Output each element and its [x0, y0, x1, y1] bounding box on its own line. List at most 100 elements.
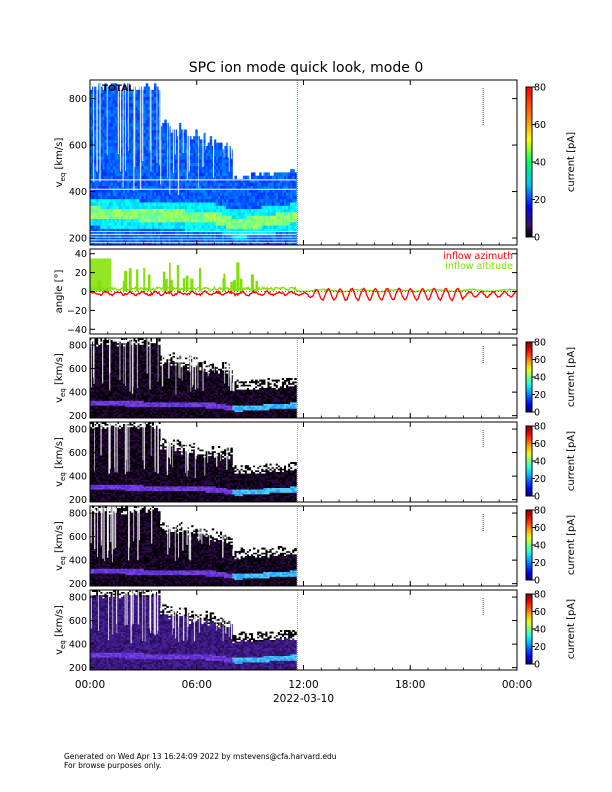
colorbar-tick-label: 40: [534, 625, 546, 636]
y-tick-label: 800: [69, 94, 87, 105]
y-tick-label: 200: [69, 495, 87, 506]
x-tick-label: 06:00: [182, 679, 212, 691]
angle-panel: −40 −20 0 20 40 angle [°] inflow azimuthinflow…: [54, 248, 518, 336]
colorbar-tick-label: 60: [534, 439, 546, 450]
y-tick-label: 600: [69, 616, 87, 627]
y-tick-label: 600: [69, 141, 87, 152]
legend-inflow-altitude: inflow altitude: [445, 261, 513, 272]
colorbar-tick-label: 40: [534, 373, 546, 384]
footer-note: For browse purposes only.: [64, 761, 162, 770]
colorbar-tick-label: 60: [534, 523, 546, 534]
y-tick-label: 200: [69, 411, 87, 422]
y-tick-label: 600: [69, 448, 87, 459]
y-axis-label: veq [km/s]: [54, 138, 67, 188]
y-tick-label: 0: [81, 287, 87, 298]
altitude-spike: [232, 280, 237, 292]
colorbar-label: current [pA]: [566, 347, 577, 407]
colorbar-label: current [pA]: [566, 132, 577, 192]
y-tick-label: 40: [75, 249, 87, 260]
y-tick-label: 800: [69, 341, 87, 352]
y-axis-label: veq [km/s]: [54, 353, 67, 403]
colorbar-tick-label: 80: [534, 590, 546, 601]
y-tick-label: 200: [69, 234, 87, 245]
y-tick-label: 800: [69, 593, 87, 604]
y-axis-label: veq [km/s]: [54, 521, 67, 571]
footer-generated: Generated on Wed Apr 13 16:24:09 2022 by…: [64, 752, 337, 761]
x-tick-label: 18:00: [395, 679, 425, 691]
colorbar-3: 0 20 40 60 80 current [pA]: [525, 338, 577, 419]
spectrogram-streaks: [90, 590, 233, 644]
colorbar-tick-label: 80: [534, 422, 546, 433]
colorbar-1: 0 20 40 60 80 current [pA]: [525, 83, 577, 244]
altitude-spike: [162, 271, 166, 292]
spectrogram-streaks: [94, 422, 228, 479]
y-tick-label: 800: [69, 425, 87, 436]
spectrogram-streaks: [90, 506, 228, 563]
altitude-spike: [199, 267, 201, 292]
altitude-spike: [182, 278, 186, 292]
y-tick-label: 400: [69, 556, 87, 567]
colorbar-tick-label: 0: [534, 233, 540, 244]
footer: Generated on Wed Apr 13 16:24:09 2022 by…: [64, 752, 336, 770]
colorbar-6: 0 20 40 60 80 current [pA]: [525, 590, 577, 671]
y-tick-label: 400: [69, 640, 87, 651]
colorbar-tick-label: 20: [534, 642, 546, 653]
y-axis-label: veq [km/s]: [54, 437, 67, 487]
colorbar-tick-label: 0: [534, 408, 540, 419]
legend-inflow-azimuth: inflow azimuth: [443, 251, 513, 262]
spectrogram-streaks: [90, 338, 232, 395]
colorbar-label: current [pA]: [566, 599, 577, 659]
spectrogram-streaks: [93, 80, 233, 195]
y-tick-label: 400: [69, 187, 87, 198]
colorbar-tick-label: 80: [534, 338, 546, 349]
panel-label: TOTAL: [102, 84, 134, 94]
colorbar-tick-label: 80: [534, 83, 546, 94]
x-tick-label: 00:00: [502, 679, 532, 691]
altitude-spike: [230, 281, 233, 292]
y-tick-label: 800: [69, 509, 87, 520]
y-tick-label: 600: [69, 364, 87, 375]
colorbar-tick-label: 20: [534, 474, 546, 485]
colorbar-tick-label: 0: [534, 576, 540, 587]
y-tick-label: 400: [69, 388, 87, 399]
altitude-spike: [169, 262, 171, 292]
colorbar-scale: [525, 425, 533, 497]
altitude-spike: [190, 278, 194, 292]
colorbar-tick-label: 0: [534, 492, 540, 503]
x-tick-label: 00:00: [75, 679, 105, 691]
altitude-spike: [236, 262, 240, 292]
x-axis-date-label: 2022-03-10: [273, 693, 334, 705]
altitude-spike: [176, 265, 180, 292]
series-line-inflow-altitude: [89, 285, 517, 293]
altitude-spike: [255, 280, 258, 292]
y-tick-label: −20: [67, 306, 87, 317]
altitude-spike: [239, 278, 243, 292]
altitude-spike: [148, 274, 151, 292]
colorbar-label: current [pA]: [566, 515, 577, 575]
y-tick-label: 600: [69, 532, 87, 543]
colorbar-tick-label: 60: [534, 607, 546, 618]
altitude-spike: [223, 273, 226, 292]
y-tick-label: 20: [75, 268, 87, 279]
altitude-spike: [164, 278, 168, 292]
page-title: SPC ion mode quick look, mode 0: [188, 60, 424, 76]
altitude-spike: [136, 269, 139, 292]
y-axis-label: veq [km/s]: [54, 605, 67, 655]
colorbar-tick-label: 60: [534, 355, 546, 366]
colorbar-tick-label: 40: [534, 158, 546, 169]
altitude-spike: [90, 258, 112, 292]
x-tick-label: 12:00: [288, 679, 318, 691]
altitude-spikes: [90, 258, 258, 292]
colorbar-tick-label: 20: [534, 390, 546, 401]
colorbar-tick-label: 80: [534, 506, 546, 517]
colorbar-scale: [525, 341, 533, 413]
colorbar-tick-label: 20: [534, 558, 546, 569]
altitude-spike: [122, 280, 126, 292]
colorbar-tick-label: 40: [534, 541, 546, 552]
spectrogram-panel-1: TOTAL 200 400 600 800 veq [km/s]: [54, 79, 518, 246]
colorbar-tick-label: 0: [534, 660, 540, 671]
